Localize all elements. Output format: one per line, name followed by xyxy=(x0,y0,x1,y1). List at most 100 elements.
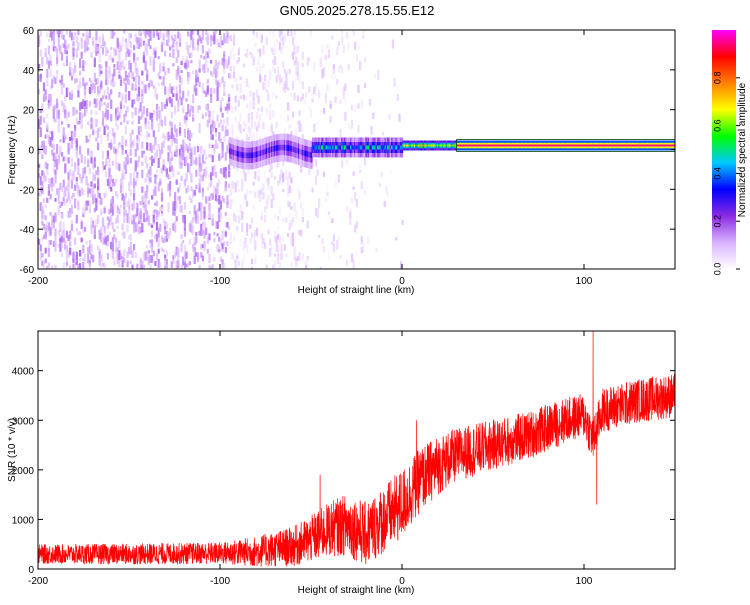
spectrogram-cell xyxy=(341,35,344,45)
spectrogram-cell xyxy=(69,144,72,150)
spectrogram-band-core xyxy=(603,144,606,147)
spectrogram-cell xyxy=(62,133,65,143)
spectrogram-cell xyxy=(236,263,239,269)
colorbar-tick-label: 0.0 xyxy=(712,263,722,276)
spectrogram-cell xyxy=(272,30,275,37)
spectrogram-cell xyxy=(110,99,113,109)
spectrogram-x-tick-label: 100 xyxy=(576,276,593,287)
spectrogram-cell xyxy=(123,249,126,256)
spectrogram-cell xyxy=(188,152,191,160)
spectrogram-cell xyxy=(65,55,68,62)
spectrogram-cell xyxy=(113,47,116,52)
spectrogram-cell xyxy=(126,224,129,233)
spectrogram-band-core xyxy=(647,144,649,147)
spectrogram-cell xyxy=(110,89,113,95)
spectrogram-cell xyxy=(59,145,62,156)
spectrogram-band-core xyxy=(238,151,240,157)
spectrogram-cell xyxy=(74,237,77,245)
spectrogram-cell xyxy=(147,176,150,181)
spectrogram-cell xyxy=(44,258,47,264)
spectrogram-band-core xyxy=(525,144,528,147)
spectrogram-cell xyxy=(44,175,47,182)
spectrogram-band-core xyxy=(333,145,336,150)
spectrogram-cell xyxy=(223,119,226,124)
spectrogram-cell xyxy=(44,204,47,208)
spectrogram-cell xyxy=(100,80,103,88)
spectrogram-cell xyxy=(100,233,103,243)
spectrogram-cell xyxy=(298,110,301,116)
spectrogram-cell xyxy=(82,244,85,254)
spectrogram-cell xyxy=(52,30,55,35)
spectrogram-cell xyxy=(187,104,190,114)
spectrogram-cell xyxy=(234,78,237,82)
spectrogram-cell xyxy=(257,95,260,104)
spectrogram-cell xyxy=(188,210,191,214)
spectrogram-band-core xyxy=(625,144,628,147)
spectrogram-cell xyxy=(223,68,226,74)
spectrogram-cell xyxy=(141,260,144,264)
spectrogram-cell xyxy=(72,41,75,47)
spectrogram-cell xyxy=(273,260,277,269)
spectrogram-cell xyxy=(291,232,295,240)
spectrogram-cell xyxy=(314,175,317,185)
spectrogram-band-core xyxy=(297,148,300,154)
spectrogram-cell xyxy=(119,183,123,193)
spectrogram-cell xyxy=(290,219,293,228)
spectrogram-cell xyxy=(59,201,62,207)
spectrogram-cell xyxy=(62,43,65,48)
spectrogram-cell xyxy=(203,244,206,251)
spectrogram-band-core xyxy=(356,145,359,150)
spectrogram-cell xyxy=(203,55,206,60)
spectrogram-cell xyxy=(47,38,50,43)
spectrogram-cell xyxy=(223,167,226,178)
spectrogram-cell xyxy=(67,142,70,152)
spectrogram-cell xyxy=(193,146,196,156)
spectrogram-cell xyxy=(144,204,147,215)
spectrogram-cell xyxy=(69,30,72,38)
spectrogram-cell xyxy=(182,240,185,244)
spectrogram-cell xyxy=(216,143,219,149)
spectrogram-cell xyxy=(205,51,208,58)
spectrogram-cell xyxy=(106,136,109,141)
spectrogram-cell xyxy=(250,217,254,224)
spectrogram-band-core xyxy=(576,144,579,147)
spectrogram-band-core xyxy=(401,145,404,150)
spectrogram-cell xyxy=(118,258,121,268)
spectrogram-cell xyxy=(350,197,354,204)
spectrogram-cell xyxy=(203,211,206,219)
spectrogram-cell xyxy=(146,192,149,199)
spectrogram-cell xyxy=(241,222,244,233)
spectrogram-cell xyxy=(46,128,49,132)
spectrogram-cell xyxy=(118,54,121,64)
spectrogram-cell xyxy=(118,250,121,260)
spectrogram-cell xyxy=(172,259,175,264)
spectrogram-cell xyxy=(277,226,280,235)
spectrogram-band-core xyxy=(485,144,488,147)
spectrogram-cell xyxy=(123,105,126,109)
spectrogram-cell xyxy=(95,44,98,54)
spectrogram-y-tick-label: -60 xyxy=(20,265,35,276)
spectrogram-band-core xyxy=(483,144,486,147)
spectrogram-cell xyxy=(64,156,67,162)
spectrogram-band-core xyxy=(616,144,619,147)
spectrogram-cell xyxy=(149,157,152,161)
spectrogram-cell xyxy=(265,264,268,269)
spectrogram-cell xyxy=(64,164,67,174)
spectrogram-band-core xyxy=(329,145,332,150)
spectrogram-cell xyxy=(208,255,211,262)
spectrogram-cell xyxy=(98,258,101,266)
spectrogram-cell xyxy=(344,83,347,92)
spectrogram-cell xyxy=(126,50,129,58)
spectrogram-cell xyxy=(342,43,345,54)
spectrogram-cell xyxy=(123,195,126,205)
spectrogram-band-core xyxy=(635,144,638,147)
spectrogram-cell xyxy=(182,215,185,223)
spectrogram-cell xyxy=(60,201,64,206)
spectrogram-cell xyxy=(134,251,137,258)
spectrogram-cell xyxy=(165,40,168,46)
spectrogram-cell xyxy=(90,217,93,228)
spectrogram-cell xyxy=(327,250,331,261)
spectrogram-cell xyxy=(136,56,139,61)
spectrogram-cell xyxy=(88,30,91,38)
